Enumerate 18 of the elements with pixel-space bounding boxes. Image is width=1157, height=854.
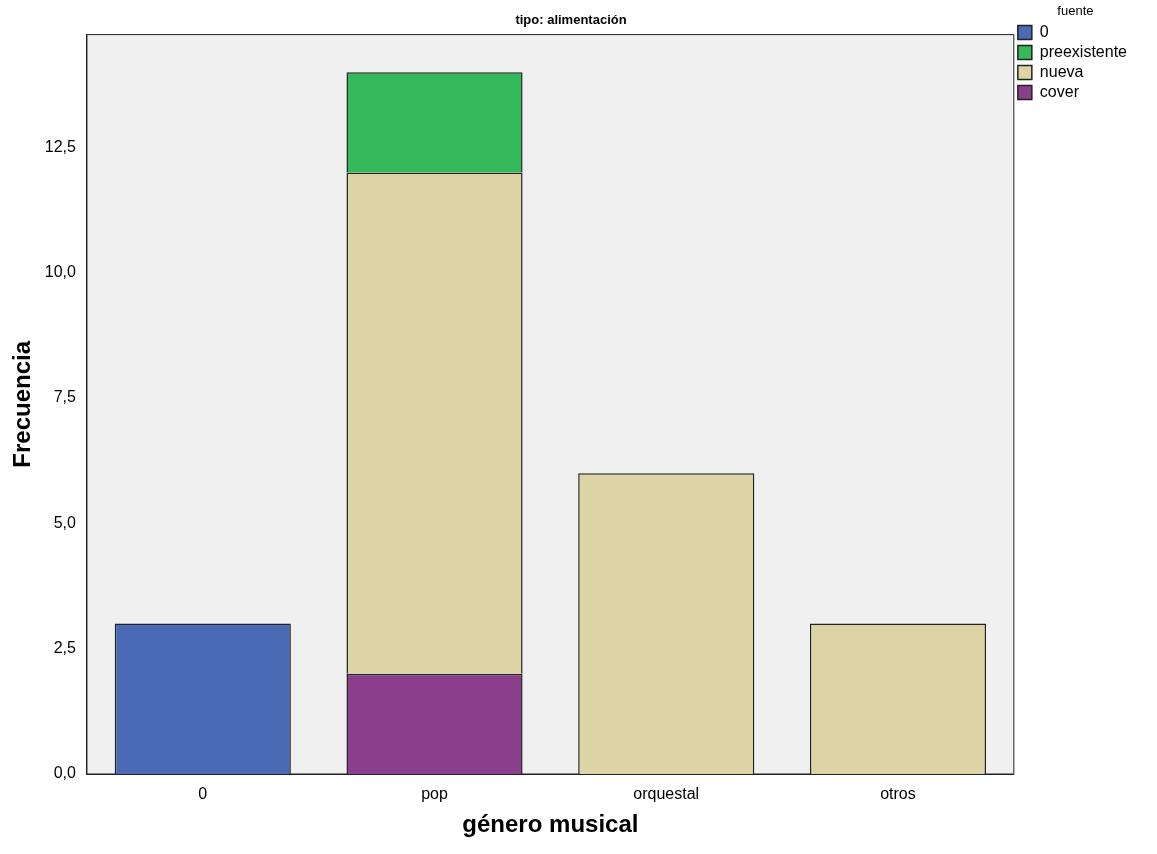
legend-title: fuente [1057,3,1094,19]
legend-label: preexistente [1039,43,1128,61]
x-tick-label: pop [421,785,448,803]
y-tick-label: 10,0 [44,263,77,281]
legend-label: nueva [1039,63,1084,81]
y-tick-label: 0,0 [53,764,77,782]
x-tick-label: otros [880,785,916,803]
y-tick-label: 5,0 [53,513,77,531]
chart-title: tipo: alimentación [515,12,627,28]
x-tick-label: 0 [198,785,208,803]
x-tick-label: orquestal [633,785,700,803]
y-tick-label: 7,5 [53,388,77,406]
y-tick-label: 2,5 [53,639,77,657]
legend-label: 0 [1039,23,1049,41]
legend-label: cover [1039,83,1080,101]
x-axis-title: género musical [462,810,639,838]
y-axis-title: Frecuencia [8,340,36,468]
y-tick-label: 12,5 [44,137,77,155]
